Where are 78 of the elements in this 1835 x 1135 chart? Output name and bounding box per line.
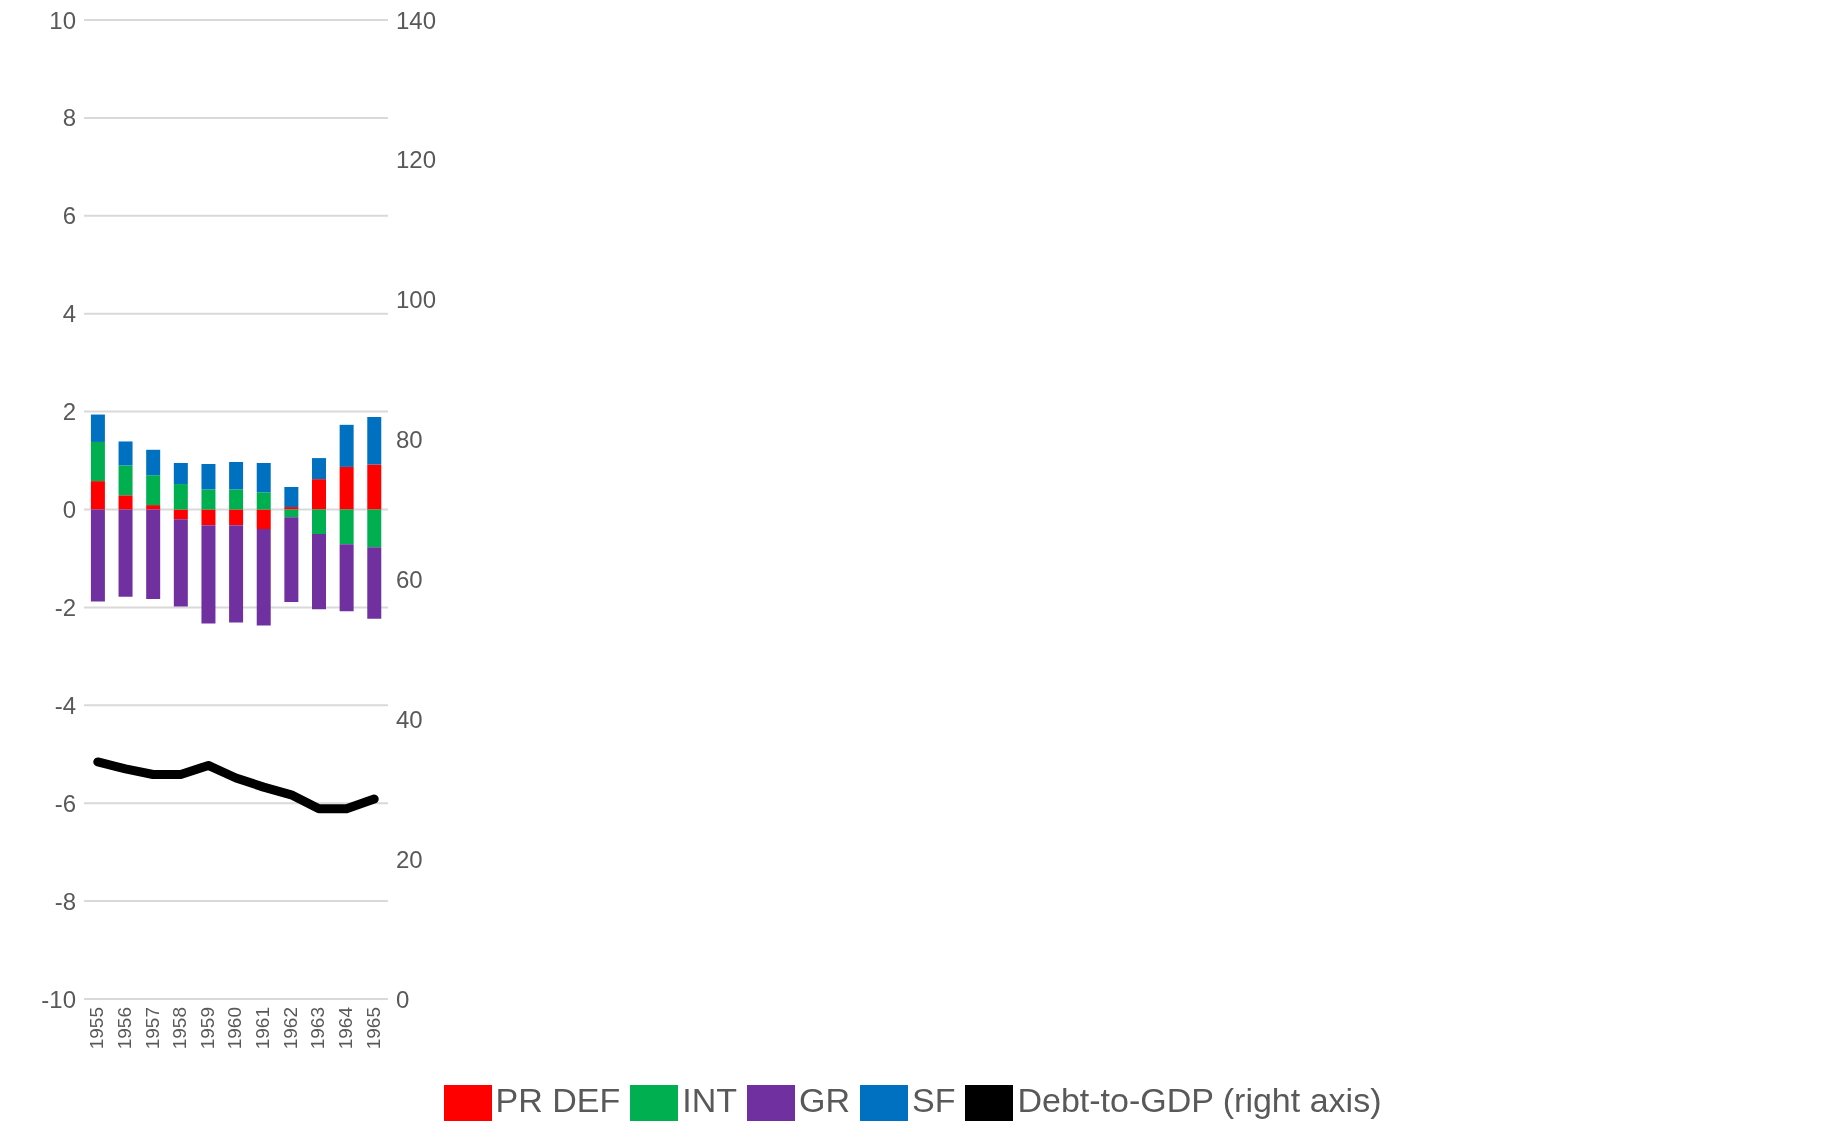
bar [229, 462, 244, 490]
x-tick-label: 1963 [307, 1007, 329, 1050]
bar [146, 449, 161, 476]
x-tick-label: 1964 [335, 1006, 357, 1050]
bar [284, 486, 299, 508]
bar [118, 509, 133, 597]
y-tick-label: -4 [54, 691, 76, 719]
bar [118, 465, 133, 496]
x-tick-label: 1965 [362, 1007, 384, 1050]
y-tick-label: 8 [62, 104, 76, 132]
y2-tick-label: 80 [396, 426, 423, 454]
bar [173, 484, 188, 510]
bar [367, 509, 382, 548]
bar [90, 441, 105, 482]
bar [339, 509, 354, 545]
bar [312, 509, 326, 534]
bar [229, 525, 244, 623]
bar [173, 519, 188, 607]
y-tick-label: 6 [62, 202, 76, 230]
y2-tick-label: 140 [396, 6, 437, 34]
x-tick-label: 1957 [141, 1007, 163, 1050]
x-tick-label: 1958 [169, 1007, 191, 1050]
bar [90, 481, 105, 510]
bar [312, 533, 326, 610]
legend-label: INT [682, 1080, 737, 1119]
y2-tick-label: 100 [396, 286, 437, 314]
bar [256, 463, 271, 493]
bar [146, 509, 161, 600]
bar [229, 489, 244, 510]
bar [201, 509, 216, 526]
bar [90, 509, 105, 602]
bar [312, 458, 326, 480]
bar [312, 479, 326, 510]
bar [146, 475, 161, 506]
bar [367, 547, 382, 619]
legend-label: SF [911, 1080, 956, 1119]
bar [256, 492, 271, 510]
bar [173, 509, 188, 520]
y-tick-label: 0 [62, 496, 76, 524]
x-tick-label: 1959 [196, 1007, 218, 1050]
bar [201, 525, 216, 624]
bar [339, 424, 354, 467]
y-tick-label: 10 [49, 6, 76, 34]
y-tick-label: 2 [62, 398, 76, 426]
bar [201, 489, 216, 510]
y2-tick-label: 120 [396, 146, 437, 174]
y-tick-label: 4 [62, 300, 76, 328]
bar [118, 495, 133, 510]
y-tick-label: -10 [41, 985, 76, 1013]
y2-tick-label: 0 [396, 985, 410, 1013]
legend-label: Debt-to-GDP (right axis) [1017, 1080, 1382, 1119]
y2-tick-label: 60 [396, 565, 423, 593]
bar [367, 464, 382, 510]
y-tick-label: -8 [54, 887, 76, 915]
bar [256, 529, 271, 626]
bar [118, 441, 133, 466]
bar [339, 544, 354, 612]
bar [284, 517, 299, 603]
x-tick-label: 1962 [279, 1007, 301, 1050]
x-tick-label: 1956 [113, 1007, 135, 1050]
bar [229, 509, 244, 526]
legend-label: PR DEF [495, 1080, 621, 1119]
x-tick-label: 1961 [252, 1007, 274, 1050]
y2-tick-label: 40 [396, 705, 423, 733]
bar [339, 466, 354, 510]
y-tick-label: -2 [54, 593, 76, 621]
y-tick-label: -6 [54, 789, 76, 817]
x-tick-label: 1955 [86, 1007, 108, 1050]
bar [201, 463, 216, 490]
legend-label: GR [798, 1080, 850, 1119]
bar [367, 416, 382, 465]
bar [284, 507, 299, 510]
bar [173, 463, 188, 485]
bar [90, 414, 105, 442]
bar [146, 505, 161, 510]
x-tick-label: 1960 [224, 1007, 246, 1050]
y2-tick-label: 20 [396, 845, 423, 873]
bar [256, 509, 271, 530]
